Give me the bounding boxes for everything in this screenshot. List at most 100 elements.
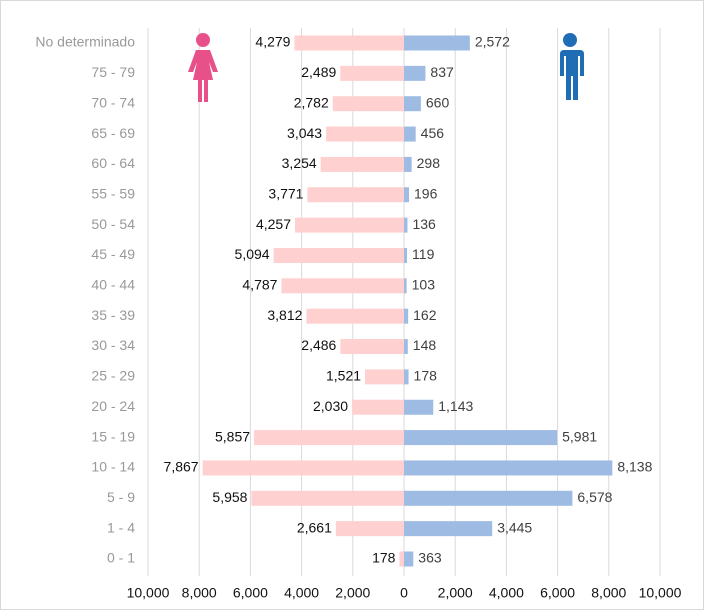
bar (340, 65, 404, 81)
bar (404, 156, 412, 172)
value-label: 162 (413, 307, 437, 323)
category-label: 75 - 79 (91, 64, 135, 80)
bar (404, 126, 416, 142)
bar (320, 156, 404, 172)
value-label: 5,981 (562, 428, 597, 444)
value-label: 3,043 (287, 125, 322, 141)
x-tick-label: 6,000 (540, 585, 575, 601)
bar (404, 521, 493, 537)
value-label: 8,138 (617, 459, 652, 475)
bar (295, 217, 404, 233)
bar (365, 369, 404, 385)
x-tick-label: 8,000 (591, 585, 626, 601)
category-label: 45 - 49 (91, 246, 135, 262)
value-label: 660 (426, 94, 450, 110)
bar (404, 399, 434, 415)
category-label: 1 - 4 (107, 519, 135, 535)
bar (399, 551, 404, 567)
bar (404, 247, 408, 263)
bar (251, 490, 404, 506)
value-label: 2,486 (301, 337, 336, 353)
x-tick-label: 2,000 (335, 585, 370, 601)
value-label: 5,857 (215, 428, 250, 444)
category-label: 10 - 14 (91, 459, 135, 475)
bar (404, 339, 408, 355)
bar (404, 278, 407, 294)
bar (404, 217, 408, 233)
value-label: 178 (372, 550, 396, 566)
value-label: 3,812 (267, 307, 302, 323)
bar (404, 460, 613, 476)
bar (404, 430, 558, 446)
value-label: 6,578 (577, 489, 612, 505)
value-label: 3,254 (282, 155, 317, 171)
category-label: 25 - 29 (91, 368, 135, 384)
category-label: 20 - 24 (91, 398, 135, 414)
value-label: 119 (412, 246, 435, 262)
value-label: 103 (412, 277, 436, 293)
value-label: 4,279 (255, 34, 290, 50)
bar (332, 96, 404, 112)
category-label: 65 - 69 (91, 125, 135, 141)
category-label: 35 - 39 (91, 307, 135, 323)
value-label: 2,782 (294, 94, 329, 110)
category-label: 55 - 59 (91, 185, 135, 201)
category-label: 40 - 44 (91, 277, 135, 293)
value-label: 298 (417, 155, 441, 171)
bar (352, 399, 404, 415)
bar (254, 430, 404, 446)
x-tick-label: 2,000 (438, 585, 473, 601)
bar (404, 96, 421, 112)
value-label: 7,867 (164, 459, 199, 475)
bar (273, 247, 404, 263)
category-label: 0 - 1 (107, 550, 135, 566)
bar (307, 187, 404, 203)
value-label: 136 (412, 216, 436, 232)
x-tick-label: 6,000 (233, 585, 268, 601)
category-label: 50 - 54 (91, 216, 135, 232)
bar (202, 460, 404, 476)
category-label: 70 - 74 (91, 94, 135, 110)
bar (340, 339, 404, 355)
bar (335, 521, 404, 537)
value-label: 456 (421, 125, 445, 141)
bar (404, 187, 410, 203)
value-label: 4,257 (256, 216, 291, 232)
bar (404, 490, 573, 506)
bar (326, 126, 404, 142)
category-label: 15 - 19 (91, 428, 135, 444)
bar (404, 65, 426, 81)
bar (294, 35, 404, 51)
value-label: 178 (414, 368, 438, 384)
bar (404, 35, 470, 51)
value-label: 148 (413, 337, 437, 353)
value-label: 837 (430, 64, 454, 80)
category-label: 5 - 9 (107, 489, 135, 505)
bar (404, 369, 409, 385)
bar (404, 308, 409, 324)
value-label: 3,771 (268, 185, 303, 201)
x-tick-label: 4,000 (284, 585, 319, 601)
bar (281, 278, 404, 294)
value-label: 1,143 (438, 398, 473, 414)
value-label: 5,958 (212, 489, 247, 505)
value-label: 2,489 (301, 64, 336, 80)
bar (306, 308, 404, 324)
male-icon (560, 33, 584, 100)
x-tick-label: 10,000 (639, 585, 682, 601)
bar (404, 551, 414, 567)
category-label: No determinado (35, 34, 135, 50)
x-tick-label: 0 (400, 585, 408, 601)
category-label: 30 - 34 (91, 337, 135, 353)
value-label: 3,445 (497, 519, 532, 535)
value-label: 4,787 (242, 277, 277, 293)
x-tick-label: 4,000 (489, 585, 524, 601)
value-label: 196 (414, 185, 438, 201)
x-tick-label: 10,000 (127, 585, 170, 601)
value-label: 1,521 (326, 368, 361, 384)
female-icon (188, 33, 218, 102)
value-label: 2,030 (313, 398, 348, 414)
value-label: 5,094 (235, 246, 270, 262)
